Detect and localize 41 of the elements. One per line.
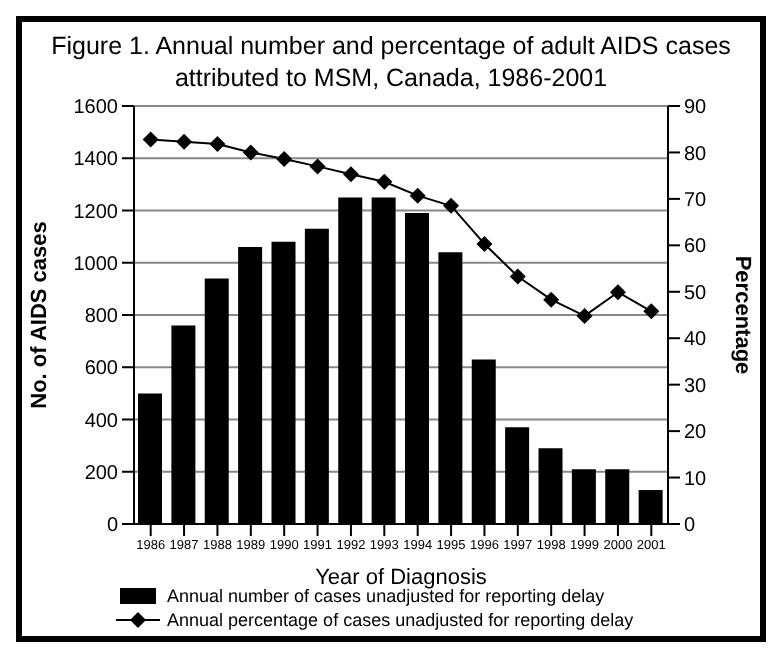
legend-label: Annual number of cases unadjusted for reporting delay (167, 586, 607, 608)
point (576, 307, 593, 324)
point (409, 187, 426, 204)
y2-tick-label: 50 (684, 282, 708, 305)
y2-tick-label: 0 (684, 515, 696, 538)
point (176, 133, 193, 150)
y-tick-label: 400 (84, 410, 119, 433)
y-tick-label: 0 (106, 515, 119, 538)
point (242, 144, 259, 161)
point (543, 291, 560, 308)
y-tick-label: 200 (84, 462, 119, 485)
point (476, 235, 493, 252)
point (609, 284, 626, 301)
chart-title: Figure 1. Annual number and percentage of adult AIDS cases attributed to MSM, Canada, 1986-2001 (49, 30, 733, 94)
y-tick-label: 1200 (73, 201, 119, 224)
y2-tick-label: 40 (684, 329, 708, 352)
y2-axis-title: Percentage (730, 255, 755, 375)
point (509, 268, 526, 285)
point (276, 150, 293, 167)
point (643, 303, 660, 320)
x-axis-title: Year of Diagnosis (315, 566, 488, 590)
y2-tick-label: 10 (684, 468, 708, 491)
legend-label: Annual percentage of cases unadjusted for reporting delay (167, 608, 636, 632)
y2-tick-label: 80 (684, 143, 708, 166)
y2-tick-label: 70 (684, 189, 708, 212)
point (309, 158, 326, 175)
y-tick-label: 800 (84, 306, 119, 329)
point (142, 131, 159, 148)
y-tick-label: 600 (84, 358, 119, 381)
y-tick-label: 1400 (73, 149, 119, 172)
y2-tick-label: 30 (684, 375, 708, 398)
y2-tick-label: 60 (684, 236, 708, 259)
y-axis-title: No. of AIDS cases (27, 221, 52, 409)
point (209, 136, 226, 153)
y2-tick-label: 20 (684, 422, 708, 445)
point (443, 197, 460, 214)
point (342, 166, 359, 183)
y-tick-label: 1000 (73, 253, 119, 276)
y-tick-label: 1600 (73, 97, 119, 120)
y2-tick-label: 90 (684, 97, 708, 120)
point (376, 173, 393, 190)
